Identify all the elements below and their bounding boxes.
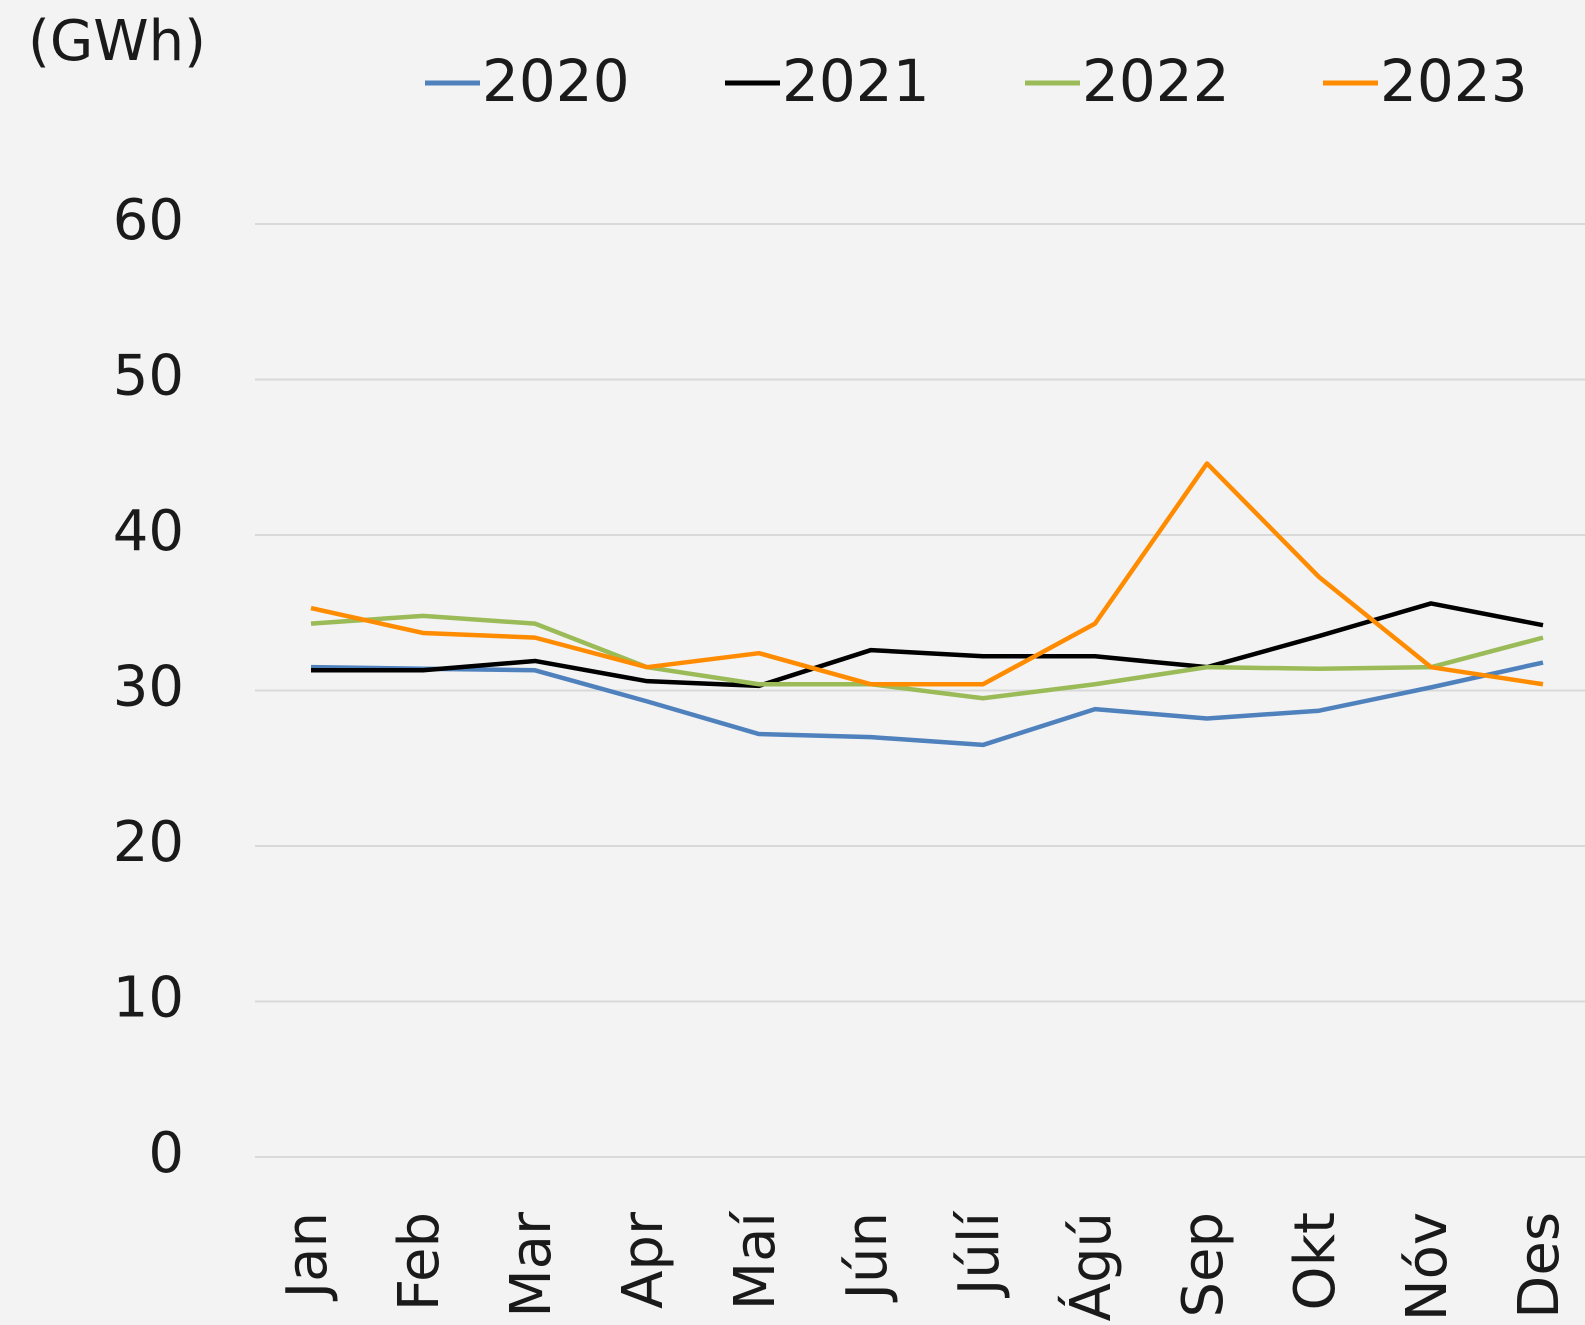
line-series [311, 601, 1544, 689]
legend-label: 2021 [782, 47, 930, 115]
y-tick-label: 40 [113, 499, 184, 564]
legend-label: 2022 [1082, 47, 1230, 115]
y-tick-label: 30 [113, 655, 184, 720]
x-tick-label: Jún [835, 1212, 900, 1303]
x-tick-label: Okt [1283, 1212, 1348, 1310]
y-tick-label: 10 [113, 966, 184, 1031]
x-tick-label: Apr [611, 1211, 676, 1309]
x-tick-label: Júlí [947, 1210, 1012, 1299]
x-tick-label: Mar [499, 1211, 564, 1318]
line-series [310, 613, 1544, 701]
legend-label: 2020 [482, 47, 630, 115]
y-tick-label: 50 [113, 344, 184, 409]
x-tick-label: Jan [275, 1212, 340, 1301]
x-tick-label: Nóv [1395, 1212, 1460, 1321]
x-tick-label: Des [1507, 1212, 1572, 1319]
y-tick-label: 20 [113, 810, 184, 875]
x-tick-label: Ágú [1059, 1212, 1124, 1321]
x-tick-label: Feb [387, 1212, 452, 1311]
y-axis-label: (GWh) [28, 9, 206, 74]
legend-label: 2023 [1380, 47, 1528, 115]
x-tick-label: Sep [1171, 1212, 1236, 1318]
y-tick-label: 60 [113, 188, 184, 253]
line-series [310, 461, 1544, 687]
y-tick-label: 0 [148, 1121, 184, 1186]
x-tick-label: Maí [723, 1210, 788, 1311]
line-series [310, 660, 1544, 748]
